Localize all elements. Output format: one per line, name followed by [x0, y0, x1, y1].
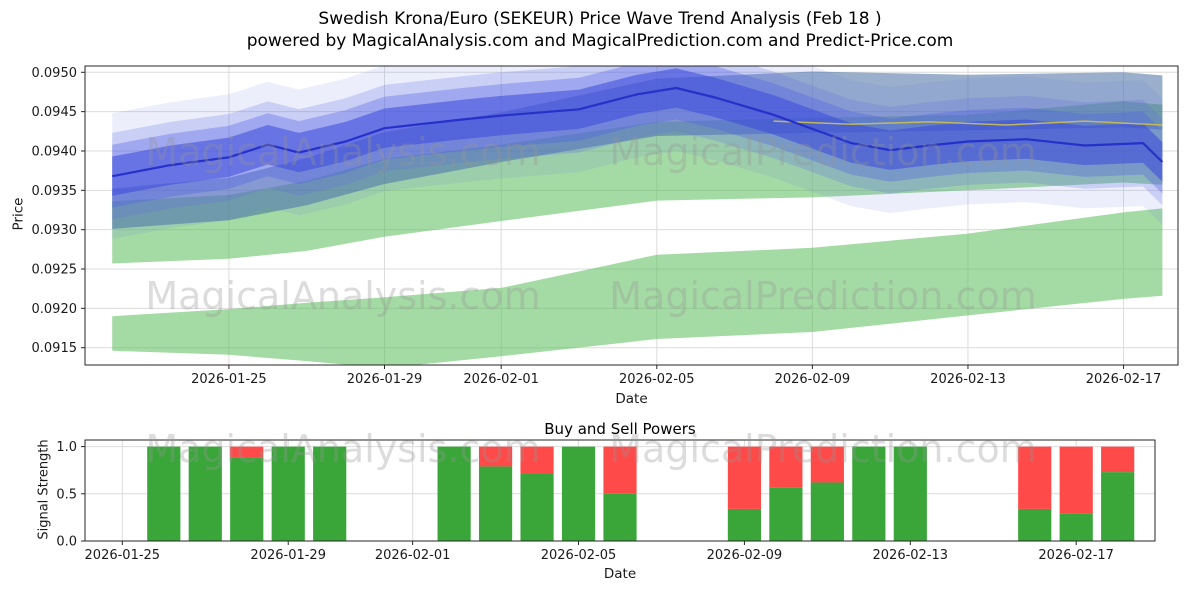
price-plot-border: [84, 65, 1179, 366]
buy-bar: [1059, 513, 1093, 541]
x-tick-label: 2026-02-09: [775, 372, 851, 387]
y-tick-label: 0.5: [56, 487, 77, 502]
x-tick-label: 2026-02-13: [873, 548, 949, 563]
wave-halo-band: [112, 66, 1163, 240]
buy-bar: [230, 457, 264, 541]
signal-yaxis-label: Signal Strength: [36, 439, 52, 540]
buy-bar: [769, 487, 803, 541]
x-tick-label: 2026-01-25: [191, 372, 267, 387]
x-tick-label: 2026-01-29: [347, 372, 423, 387]
signal-chart-title: Buy and Sell Powers: [544, 420, 696, 438]
figure-title: Swedish Krona/Euro (SEKEUR) Price Wave T…: [318, 9, 882, 29]
x-tick-label: 2026-01-25: [85, 548, 161, 563]
y-tick-label: 0.0: [56, 535, 77, 550]
figure-subtitle: powered by MagicalAnalysis.com and Magic…: [246, 31, 954, 51]
sell-bar: [727, 446, 762, 509]
x-tick-label: 2026-02-09: [707, 548, 783, 563]
x-tick-label: 2026-01-29: [250, 548, 326, 563]
x-tick-label: 2026-02-13: [930, 372, 1006, 387]
wave-halo-band: [112, 66, 1163, 208]
sell-bar: [769, 446, 803, 488]
buy-bar: [852, 446, 886, 541]
buy-bar: [271, 446, 305, 541]
signal-xaxis-label: Date: [603, 566, 637, 582]
signal-plot-border: [84, 439, 1156, 542]
buy-bar: [188, 446, 222, 541]
buy-bar: [561, 446, 596, 541]
buy-bar: [1018, 508, 1052, 541]
sell-bar: [1018, 446, 1052, 509]
y-tick-label: 0.0945: [32, 105, 78, 120]
x-tick-label: 2026-02-01: [375, 548, 451, 563]
wave-halo-band: [112, 68, 1163, 196]
price-xaxis-label: Date: [615, 391, 648, 407]
wave-halo-band: [112, 66, 1163, 220]
sell-bar: [603, 446, 637, 494]
x-tick-label: 2026-02-17: [1038, 548, 1114, 563]
trend-channel-band: [112, 71, 1163, 229]
x-tick-label: 2026-02-17: [1086, 372, 1162, 387]
signal-bars: [147, 446, 1135, 541]
buy-bar: [147, 446, 181, 541]
y-tick-label: 0.0920: [32, 302, 78, 317]
lower-support-band: [112, 208, 1163, 365]
buy-bar: [727, 508, 762, 541]
sell-bar: [810, 446, 844, 483]
y-tick-label: 0.0915: [32, 341, 78, 356]
buy-bar: [520, 473, 554, 541]
sell-bar: [1059, 446, 1093, 514]
figure-title-block: Swedish Krona/Euro (SEKEUR) Price Wave T…: [0, 8, 1200, 52]
buy-bar: [1101, 472, 1135, 541]
price-bands: [111, 66, 1164, 365]
x-tick-label: 2026-02-01: [463, 372, 539, 387]
price-yaxis-label: Price: [10, 197, 27, 231]
y-tick-label: 0.0930: [32, 223, 78, 238]
buy-bar: [313, 446, 347, 541]
price-wave-line: [111, 86, 1164, 178]
y-tick-label: 1.0: [56, 440, 77, 455]
sell-bar: [478, 446, 513, 467]
buy-bar: [437, 446, 471, 541]
y-tick-label: 0.0950: [32, 66, 78, 81]
sell-bar: [1101, 446, 1135, 473]
buy-bar: [478, 466, 513, 541]
y-tick-label: 0.0940: [32, 144, 78, 159]
buy-bar: [810, 482, 844, 541]
sell-bar: [520, 446, 554, 474]
y-tick-label: 0.0925: [32, 263, 78, 278]
y-tick-label: 0.0935: [32, 184, 78, 199]
secondary-trend-line: [773, 120, 1163, 126]
buy-bar: [603, 493, 637, 541]
x-tick-label: 2026-02-05: [619, 372, 695, 387]
sell-bar: [230, 446, 264, 458]
buy-bar: [893, 446, 927, 541]
x-tick-label: 2026-02-05: [541, 548, 617, 563]
